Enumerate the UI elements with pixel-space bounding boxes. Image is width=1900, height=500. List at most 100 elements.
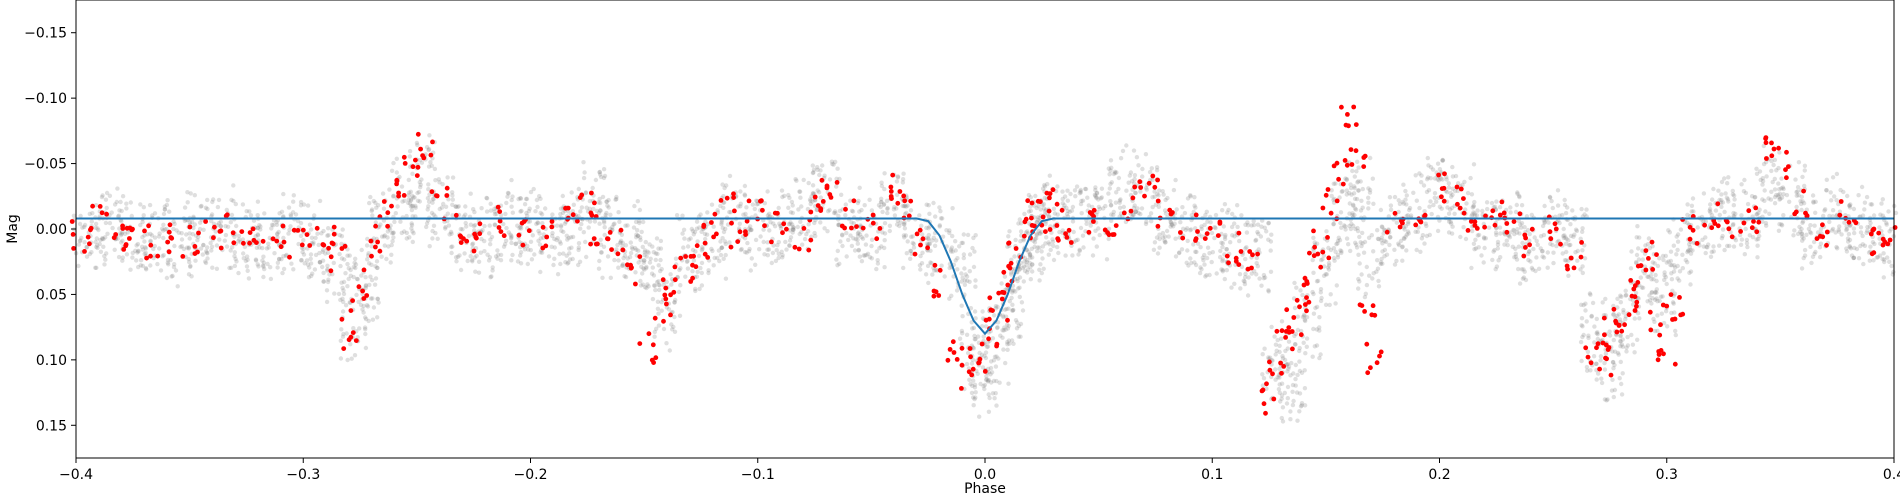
raw-point bbox=[1611, 366, 1616, 371]
raw-point bbox=[1349, 192, 1354, 197]
raw-point bbox=[443, 226, 448, 231]
raw-point bbox=[1222, 276, 1228, 282]
raw-point bbox=[351, 264, 356, 270]
binned-point bbox=[1374, 360, 1380, 366]
raw-point bbox=[1880, 233, 1885, 238]
raw-point bbox=[1333, 249, 1338, 254]
raw-point bbox=[523, 196, 529, 202]
binned-point bbox=[1349, 162, 1355, 167]
raw-point bbox=[391, 235, 396, 240]
raw-point bbox=[571, 202, 576, 207]
raw-point bbox=[558, 224, 564, 229]
binned-point bbox=[1583, 345, 1589, 351]
raw-point bbox=[487, 231, 492, 236]
raw-point bbox=[1418, 249, 1423, 254]
raw-point bbox=[1830, 175, 1836, 180]
raw-point bbox=[790, 222, 795, 227]
raw-point bbox=[1154, 165, 1160, 170]
raw-point bbox=[895, 174, 901, 179]
binned-point bbox=[1588, 360, 1594, 366]
raw-point bbox=[142, 233, 147, 238]
raw-point bbox=[501, 244, 507, 249]
raw-point bbox=[1493, 230, 1499, 235]
raw-point bbox=[503, 211, 508, 217]
raw-point bbox=[478, 250, 483, 255]
raw-point bbox=[772, 224, 778, 229]
raw-point bbox=[1331, 197, 1336, 202]
binned-point bbox=[1439, 194, 1444, 200]
binned-point bbox=[1650, 267, 1656, 272]
raw-point bbox=[1760, 176, 1766, 181]
raw-point bbox=[810, 199, 815, 204]
raw-point bbox=[1352, 174, 1358, 179]
raw-point bbox=[1255, 229, 1260, 235]
raw-point bbox=[621, 255, 626, 261]
raw-point bbox=[659, 266, 664, 272]
raw-point bbox=[1776, 228, 1782, 233]
raw-point bbox=[389, 168, 395, 173]
raw-point bbox=[406, 200, 411, 206]
raw-point bbox=[1884, 220, 1889, 226]
raw-point bbox=[1475, 208, 1480, 213]
binned-point bbox=[1614, 329, 1620, 335]
raw-point bbox=[1355, 159, 1360, 164]
raw-point bbox=[492, 222, 497, 227]
raw-point bbox=[754, 202, 760, 207]
raw-point bbox=[1254, 255, 1260, 261]
raw-point bbox=[471, 207, 476, 212]
raw-point bbox=[1648, 273, 1654, 278]
raw-point bbox=[1455, 188, 1461, 194]
raw-point bbox=[1867, 258, 1873, 263]
raw-point bbox=[1663, 309, 1669, 314]
raw-point bbox=[1701, 244, 1707, 249]
raw-point bbox=[1034, 236, 1039, 241]
raw-point bbox=[336, 291, 342, 297]
raw-point bbox=[211, 197, 216, 202]
binned-point bbox=[959, 386, 964, 391]
raw-point bbox=[1449, 231, 1455, 236]
raw-point bbox=[495, 256, 500, 261]
raw-point bbox=[1149, 166, 1155, 171]
raw-point bbox=[1183, 227, 1189, 233]
raw-point bbox=[518, 250, 524, 255]
raw-point bbox=[1392, 262, 1398, 267]
raw-point bbox=[1637, 235, 1642, 240]
raw-point bbox=[1172, 221, 1177, 226]
raw-point bbox=[1660, 253, 1666, 259]
raw-point bbox=[1685, 260, 1690, 265]
raw-point bbox=[1568, 222, 1573, 227]
binned-point bbox=[1286, 329, 1292, 335]
raw-point bbox=[1387, 235, 1393, 240]
binned-point bbox=[1304, 295, 1309, 300]
raw-point bbox=[1541, 255, 1547, 260]
raw-point bbox=[384, 256, 389, 262]
raw-point bbox=[320, 264, 325, 270]
raw-point bbox=[509, 233, 514, 239]
binned-point bbox=[570, 212, 576, 218]
raw-point bbox=[1292, 342, 1298, 347]
binned-point bbox=[1294, 297, 1300, 303]
raw-point bbox=[1802, 183, 1807, 189]
raw-point bbox=[1282, 357, 1288, 363]
raw-point bbox=[345, 284, 350, 289]
raw-point bbox=[473, 269, 478, 274]
raw-point bbox=[1848, 246, 1854, 251]
raw-point bbox=[518, 209, 523, 214]
raw-point bbox=[534, 221, 539, 227]
raw-point bbox=[606, 197, 611, 203]
raw-point bbox=[635, 233, 640, 238]
raw-point bbox=[1051, 243, 1056, 249]
raw-point bbox=[719, 222, 724, 227]
raw-point bbox=[929, 261, 934, 266]
raw-point bbox=[937, 223, 942, 228]
raw-point bbox=[93, 225, 98, 230]
raw-point bbox=[1889, 263, 1894, 269]
raw-point bbox=[852, 248, 858, 253]
y-tick-label: 0.15 bbox=[36, 418, 67, 434]
raw-point bbox=[519, 208, 524, 214]
raw-point bbox=[351, 326, 356, 331]
raw-point bbox=[272, 251, 277, 256]
raw-point bbox=[686, 237, 691, 242]
raw-point bbox=[1620, 344, 1626, 349]
raw-point bbox=[1106, 191, 1111, 196]
